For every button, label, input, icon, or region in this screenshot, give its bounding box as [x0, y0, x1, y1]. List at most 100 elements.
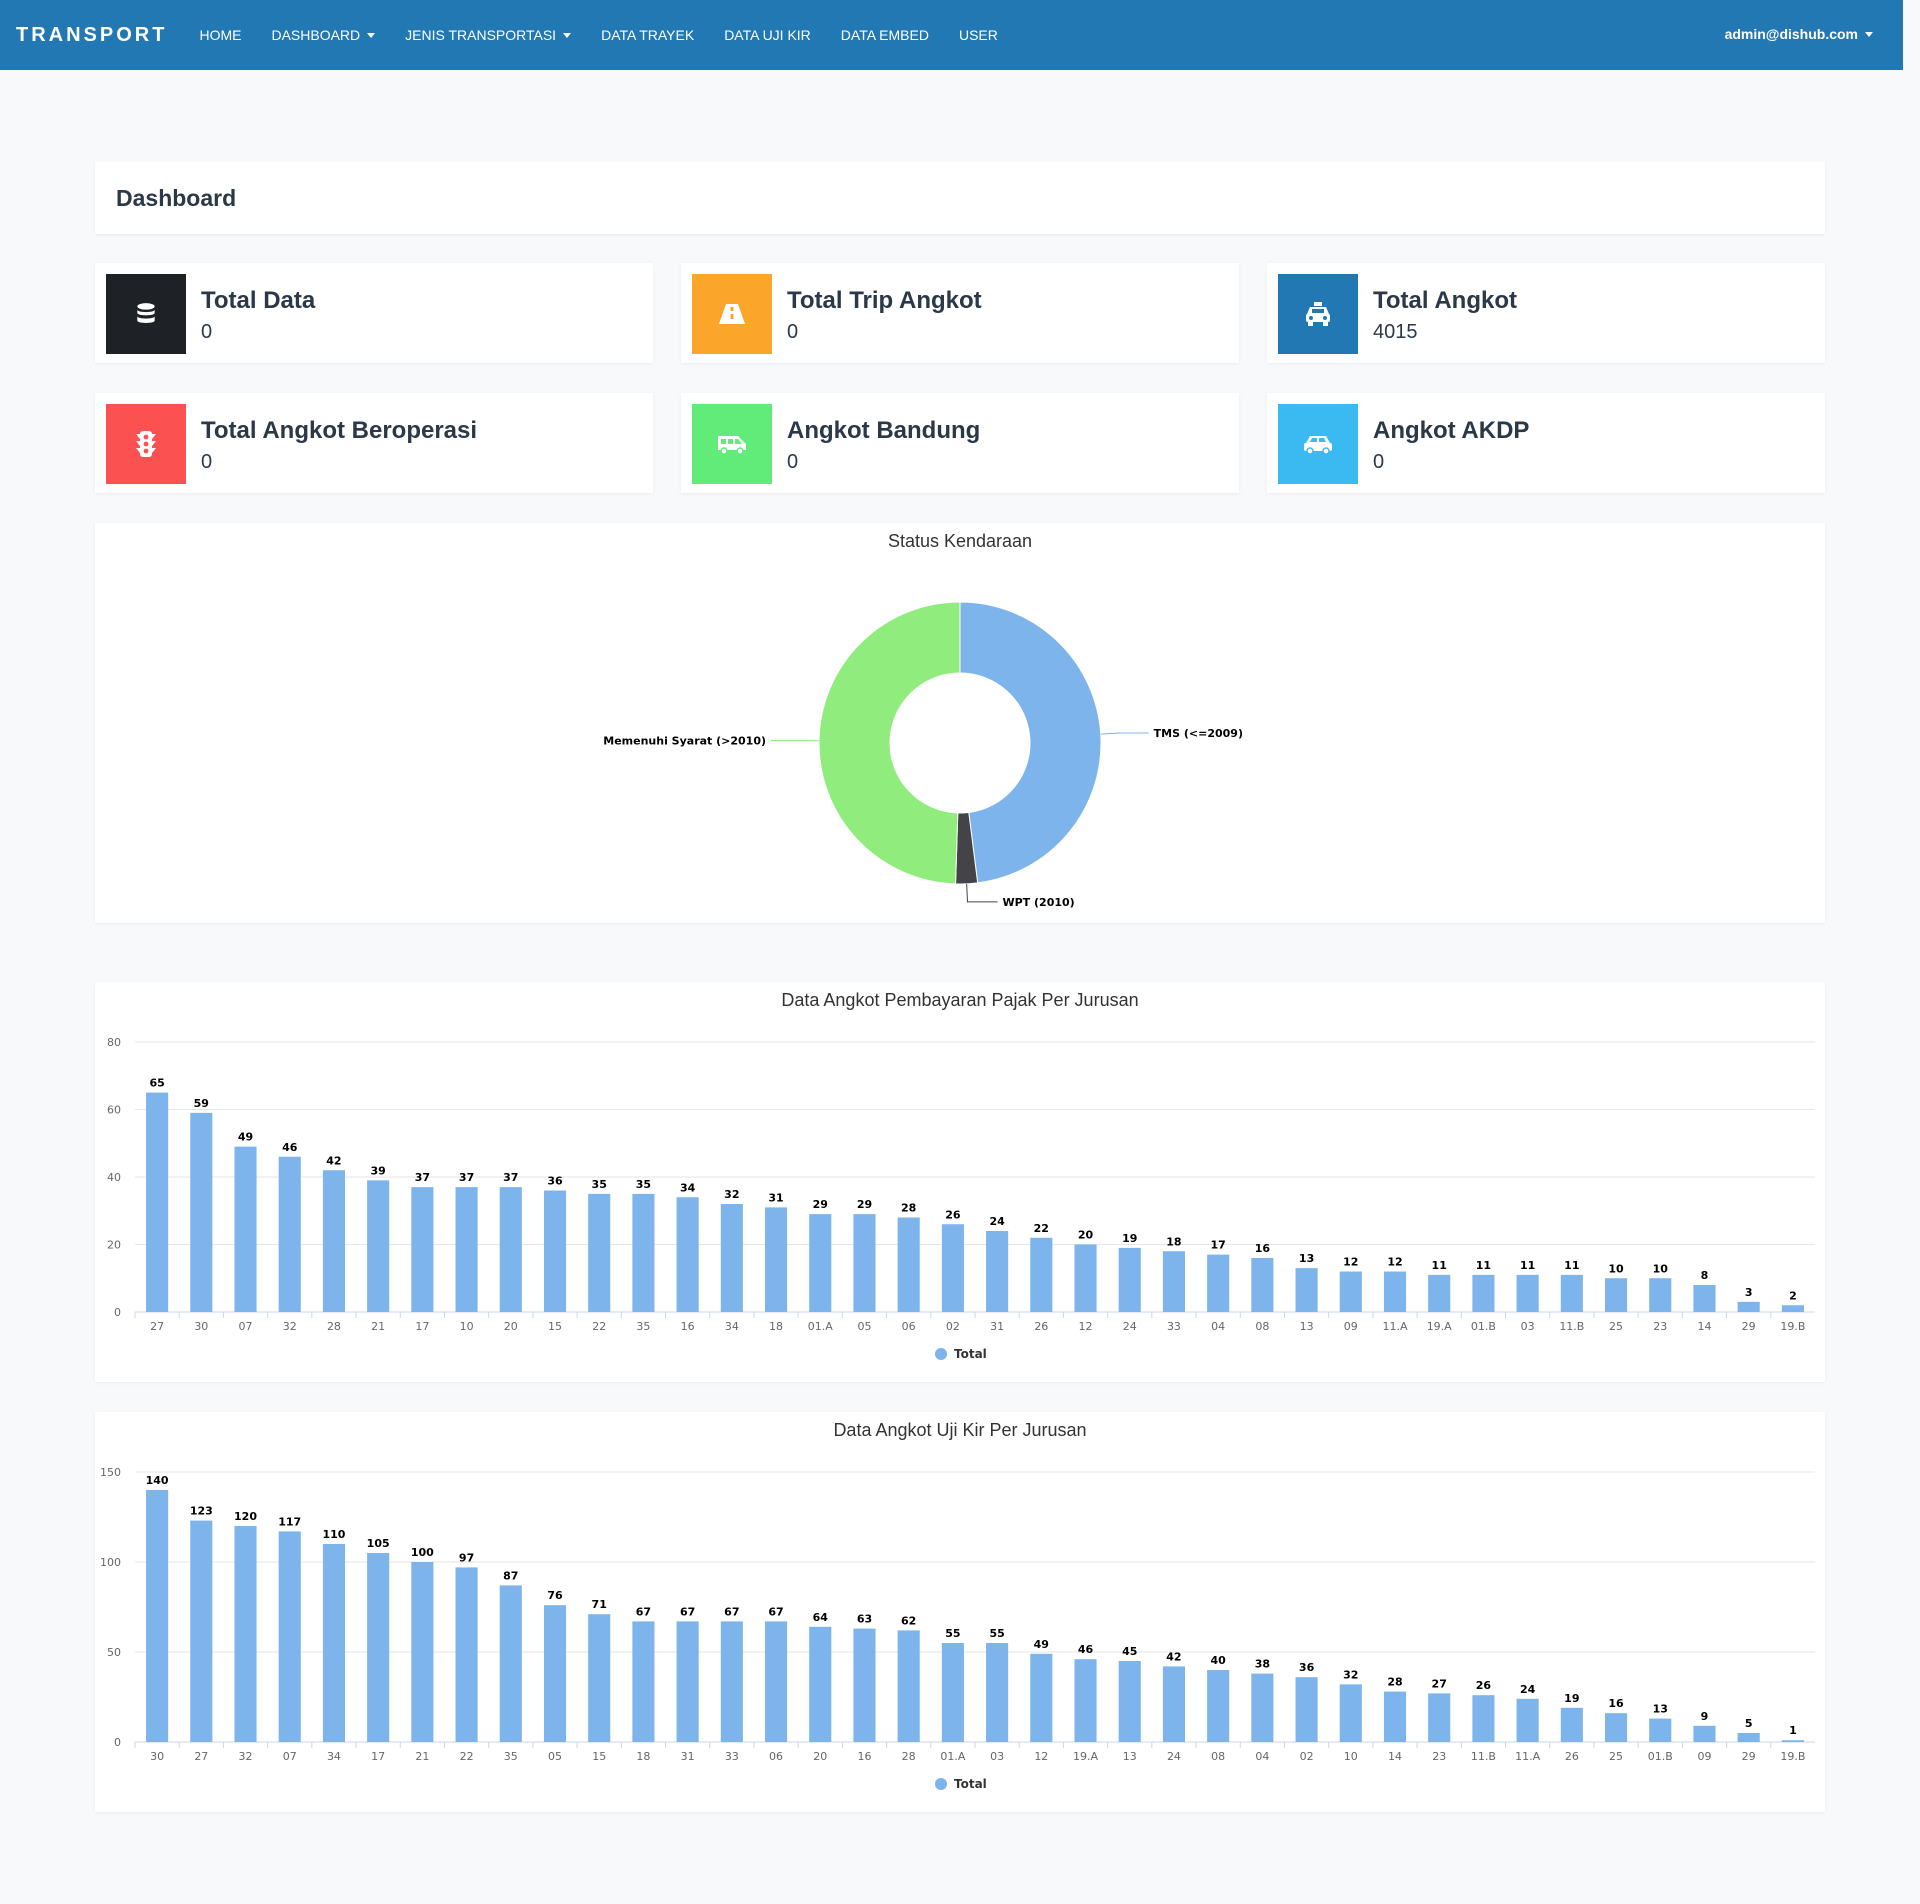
bar — [322, 1544, 345, 1742]
bar — [1649, 1718, 1672, 1742]
chart-card-status-kendaraan: Status Kendaraan TMS (<=2009) WPT (2010) M… — [95, 523, 1825, 923]
bar — [1693, 1725, 1716, 1742]
bar-value-label: 29 — [813, 1198, 828, 1211]
nav-data-embed[interactable]: DATA EMBED — [841, 27, 929, 43]
y-tick-label: 40 — [107, 1171, 121, 1184]
bar-value-label: 46 — [282, 1141, 298, 1154]
y-tick-label: 60 — [107, 1104, 121, 1117]
bar-value-label: 12 — [1343, 1256, 1358, 1269]
bar — [1649, 1278, 1672, 1312]
bar-value-label: 35 — [636, 1178, 651, 1191]
x-tick-label: 28 — [327, 1320, 341, 1333]
bar — [455, 1567, 478, 1742]
x-tick-label: 10 — [1344, 1750, 1358, 1763]
legend-marker — [935, 1348, 947, 1360]
bar-value-label: 39 — [371, 1164, 386, 1177]
nav-home[interactable]: HOME — [199, 27, 241, 43]
car-icon — [1304, 436, 1332, 455]
x-tick-label: 26 — [1565, 1750, 1579, 1763]
slice-connector — [1100, 732, 1149, 735]
card-title: Total Angkot — [1373, 287, 1517, 314]
bar-value-label: 31 — [768, 1191, 783, 1204]
nav-user[interactable]: USER — [959, 27, 998, 43]
bar — [455, 1187, 478, 1312]
bar — [322, 1170, 345, 1312]
bar — [1781, 1305, 1804, 1312]
brand-logo[interactable]: TRANSPORT — [16, 23, 168, 46]
chart-title: Data Angkot Pembayaran Pajak Per Jurusan — [781, 990, 1139, 1010]
bar-value-label: 22 — [1034, 1222, 1049, 1235]
bar-value-label: 11 — [1520, 1259, 1535, 1272]
taxi-icon — [1306, 302, 1330, 326]
bar-value-label: 18 — [1166, 1235, 1181, 1248]
card-icon-box — [692, 404, 772, 484]
bar — [1074, 1244, 1097, 1312]
bar-value-label: 55 — [945, 1627, 960, 1640]
bar — [1737, 1301, 1760, 1312]
bar — [1516, 1274, 1539, 1312]
card-total-angkot: Total Angkot 4015 — [1267, 263, 1825, 363]
bar-value-label: 117 — [278, 1515, 301, 1528]
card-title: Total Angkot Beroperasi — [201, 417, 478, 444]
bar-value-label: 37 — [415, 1171, 430, 1184]
x-tick-label: 10 — [460, 1320, 474, 1333]
bar-value-label: 45 — [1122, 1645, 1137, 1658]
chart-card-pajak: Data Angkot Pembayaran Pajak Per Jurusan… — [95, 982, 1825, 1382]
bar-value-label: 120 — [234, 1510, 257, 1523]
bar-value-label: 28 — [1387, 1676, 1402, 1689]
bar — [234, 1146, 257, 1312]
bar-value-label: 11 — [1564, 1259, 1579, 1272]
bar — [809, 1214, 832, 1312]
bar — [146, 1490, 169, 1742]
y-tick-label: 80 — [107, 1036, 121, 1049]
bar — [897, 1630, 920, 1742]
x-tick-label: 28 — [902, 1750, 916, 1763]
bar — [1074, 1659, 1097, 1742]
x-tick-label: 12 — [1034, 1750, 1048, 1763]
bar-value-label: 63 — [857, 1613, 872, 1626]
bar-value-label: 36 — [1299, 1661, 1315, 1674]
user-menu[interactable]: admin@dishub.com — [1725, 26, 1873, 42]
donut-slice — [959, 601, 1102, 884]
database-icon — [137, 303, 155, 323]
bar — [1339, 1271, 1362, 1312]
caret-down-icon — [563, 32, 572, 38]
bar — [1295, 1677, 1318, 1742]
bar — [1428, 1274, 1451, 1312]
bar — [1781, 1740, 1804, 1742]
x-tick-label: 16 — [681, 1320, 695, 1333]
bar-value-label: 38 — [1255, 1658, 1270, 1671]
x-tick-label: 34 — [327, 1750, 341, 1763]
nav-jenis-transportasi[interactable]: JENIS TRANSPORTASI — [405, 27, 572, 43]
bar — [1472, 1274, 1495, 1312]
bar-value-label: 46 — [1078, 1643, 1094, 1656]
bar — [853, 1214, 876, 1312]
x-tick-label: 01.B — [1648, 1750, 1673, 1763]
chart-title: Data Angkot Uji Kir Per Jurusan — [833, 1420, 1087, 1440]
x-tick-label: 25 — [1609, 1320, 1623, 1333]
card-value: 0 — [201, 451, 213, 473]
nav-dashboard-label: DASHBOARD — [271, 27, 361, 43]
bar — [941, 1224, 964, 1312]
bar-value-label: 24 — [1520, 1683, 1536, 1696]
x-tick-label: 32 — [239, 1750, 253, 1763]
bar — [1030, 1653, 1053, 1742]
x-tick-label: 24 — [1167, 1750, 1181, 1763]
nav-data-trayek[interactable]: DATA TRAYEK — [601, 27, 694, 43]
bar — [411, 1187, 434, 1312]
x-tick-label: 07 — [283, 1750, 297, 1763]
bar — [853, 1628, 876, 1742]
bar — [499, 1585, 522, 1742]
bar-value-label: 3 — [1745, 1286, 1753, 1299]
bar-value-label: 11 — [1432, 1259, 1447, 1272]
x-tick-label: 22 — [460, 1750, 474, 1763]
bar-value-label: 123 — [190, 1505, 213, 1518]
bar — [1693, 1285, 1716, 1312]
bar — [1207, 1254, 1230, 1312]
x-tick-label: 09 — [1697, 1750, 1711, 1763]
nav-data-uji-kir[interactable]: DATA UJI KIR — [724, 27, 811, 43]
bar-value-label: 10 — [1608, 1262, 1624, 1275]
nav-dashboard[interactable]: DASHBOARD — [271, 27, 376, 43]
x-tick-label: 18 — [769, 1320, 783, 1333]
legend-marker — [935, 1778, 947, 1790]
